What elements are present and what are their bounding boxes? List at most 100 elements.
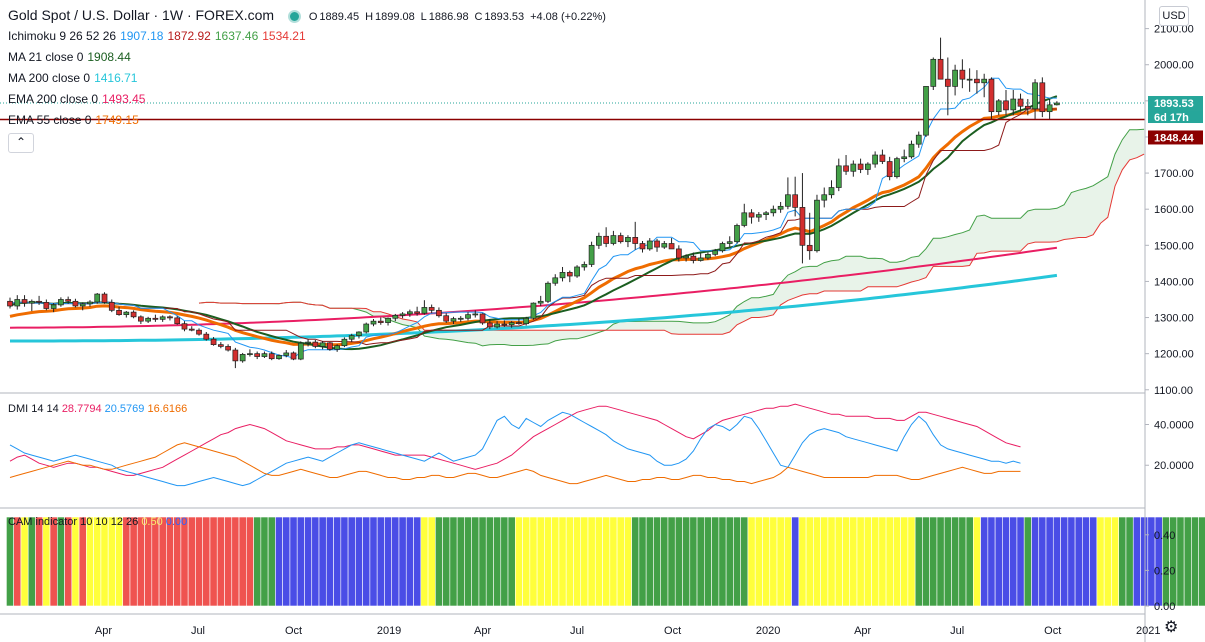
x-tick-label: Jul bbox=[191, 625, 205, 637]
cam-bar bbox=[1052, 516, 1061, 607]
candle-body bbox=[472, 313, 479, 316]
candle-body bbox=[261, 353, 268, 357]
cam-bar bbox=[362, 516, 371, 607]
candle-body bbox=[21, 299, 28, 304]
cam-bar bbox=[485, 516, 494, 607]
indicator-legend-row[interactable]: EMA 200 close 0 1493.45 bbox=[8, 92, 149, 106]
candle-body bbox=[225, 346, 231, 351]
candle-body bbox=[923, 86, 929, 136]
cam-bar bbox=[100, 516, 109, 607]
candle-body bbox=[697, 257, 704, 261]
cam-bar bbox=[638, 516, 647, 607]
x-tick-label: 2020 bbox=[756, 625, 780, 637]
candle-body bbox=[661, 243, 668, 248]
candle-body bbox=[617, 235, 624, 243]
cam-bar bbox=[631, 516, 640, 607]
cam-bar bbox=[224, 516, 233, 607]
cam-bar bbox=[209, 516, 218, 607]
cam-bar bbox=[660, 516, 669, 607]
cam-bar bbox=[558, 516, 567, 607]
cam-bar bbox=[1045, 516, 1054, 607]
candle-body bbox=[865, 163, 871, 170]
candle-body bbox=[974, 78, 980, 84]
candle-body bbox=[232, 349, 239, 362]
cam-panel: CAM indicator 10 10 12 26 0.50 0.00 bbox=[6, 516, 1205, 607]
cam-bar bbox=[64, 516, 73, 607]
cam-bar bbox=[1140, 516, 1149, 607]
indicator-legend-row[interactable]: MA 21 close 0 1908.44 bbox=[8, 50, 135, 64]
cam-bar bbox=[304, 516, 313, 607]
candle-body bbox=[894, 158, 900, 178]
cam-bar bbox=[820, 516, 829, 607]
cam-bar bbox=[122, 516, 131, 607]
candle-body bbox=[966, 78, 973, 81]
cam-bar bbox=[522, 516, 531, 607]
candle-body bbox=[101, 293, 108, 303]
cam-bar bbox=[1132, 516, 1141, 607]
candle-body bbox=[239, 354, 246, 362]
cam-bar bbox=[696, 516, 705, 607]
candle-body bbox=[843, 165, 849, 172]
cam-bar bbox=[667, 516, 676, 607]
cam-bar bbox=[827, 516, 836, 607]
candle-body bbox=[908, 143, 915, 158]
chevron-up-icon[interactable]: ⌃ bbox=[8, 133, 34, 153]
cam-bar bbox=[1191, 516, 1199, 607]
candle-body bbox=[755, 214, 762, 218]
candle-body bbox=[94, 293, 101, 303]
cam-bar bbox=[1023, 516, 1032, 607]
cam-bar bbox=[71, 516, 80, 607]
candle-body bbox=[545, 282, 551, 302]
candle-body bbox=[719, 243, 726, 252]
x-tick-label: Apr bbox=[854, 625, 871, 637]
cam-bar bbox=[355, 516, 363, 607]
candle-body bbox=[530, 302, 537, 319]
cam-bar bbox=[1016, 516, 1025, 607]
cam-bar bbox=[871, 516, 880, 607]
last-price-badge: 1893.53 bbox=[1148, 96, 1203, 111]
currency-button[interactable]: USD bbox=[1159, 6, 1189, 26]
cloud-fill bbox=[199, 129, 1145, 346]
indicator-legend-row[interactable]: MA 200 close 0 1416.71 bbox=[8, 71, 141, 85]
candle-body bbox=[363, 323, 370, 333]
gear-icon[interactable]: ⚙ bbox=[1164, 619, 1179, 636]
candle-body bbox=[625, 237, 631, 243]
last-price-badge-text: 1893.53 bbox=[1154, 98, 1194, 110]
candle-body bbox=[341, 338, 348, 347]
cam-bar bbox=[202, 516, 211, 607]
cam-bar bbox=[1089, 516, 1098, 607]
candle-body bbox=[988, 78, 995, 113]
cam-bar bbox=[987, 516, 996, 607]
cam-bar bbox=[136, 516, 145, 607]
cam-bar bbox=[180, 516, 189, 607]
indicator-legend-row[interactable]: Ichimoku 9 26 52 26 1907.18 1872.92 1637.46… bbox=[8, 29, 310, 43]
countdown-badge-text: 6d 17h bbox=[1154, 112, 1189, 124]
candle-body bbox=[995, 100, 1002, 113]
indicator-value: 1908.44 bbox=[87, 50, 131, 64]
dmi-value: 28.7794 bbox=[62, 403, 105, 415]
indicator-legend-row[interactable]: EMA 55 close 0 1749.15 bbox=[8, 113, 143, 127]
candle-body bbox=[414, 311, 420, 314]
indicator-value: 1637.46 bbox=[214, 29, 259, 43]
cam-bar bbox=[253, 516, 262, 607]
candle-body bbox=[7, 300, 13, 307]
cam-bar bbox=[6, 516, 14, 607]
cam-tick-label: 0.00 bbox=[1154, 601, 1175, 613]
candle-body bbox=[690, 255, 697, 261]
cam-bar bbox=[689, 516, 698, 607]
cam-bar bbox=[580, 516, 589, 607]
cam-bar bbox=[973, 516, 981, 607]
candle-body bbox=[421, 307, 428, 314]
cam-bar bbox=[653, 516, 661, 607]
indicator-value: 1907.18 bbox=[120, 29, 164, 43]
cam-bar bbox=[594, 516, 603, 607]
cam-bar bbox=[56, 516, 65, 607]
cam-bar bbox=[856, 516, 865, 607]
grid bbox=[0, 392, 1145, 615]
candle-body bbox=[188, 328, 195, 331]
candle-body bbox=[254, 353, 261, 357]
indicator-name: Ichimoku 9 26 52 26 bbox=[8, 29, 117, 43]
candle-body bbox=[850, 163, 857, 172]
y-tick-label: 2100.00 bbox=[1154, 24, 1194, 36]
